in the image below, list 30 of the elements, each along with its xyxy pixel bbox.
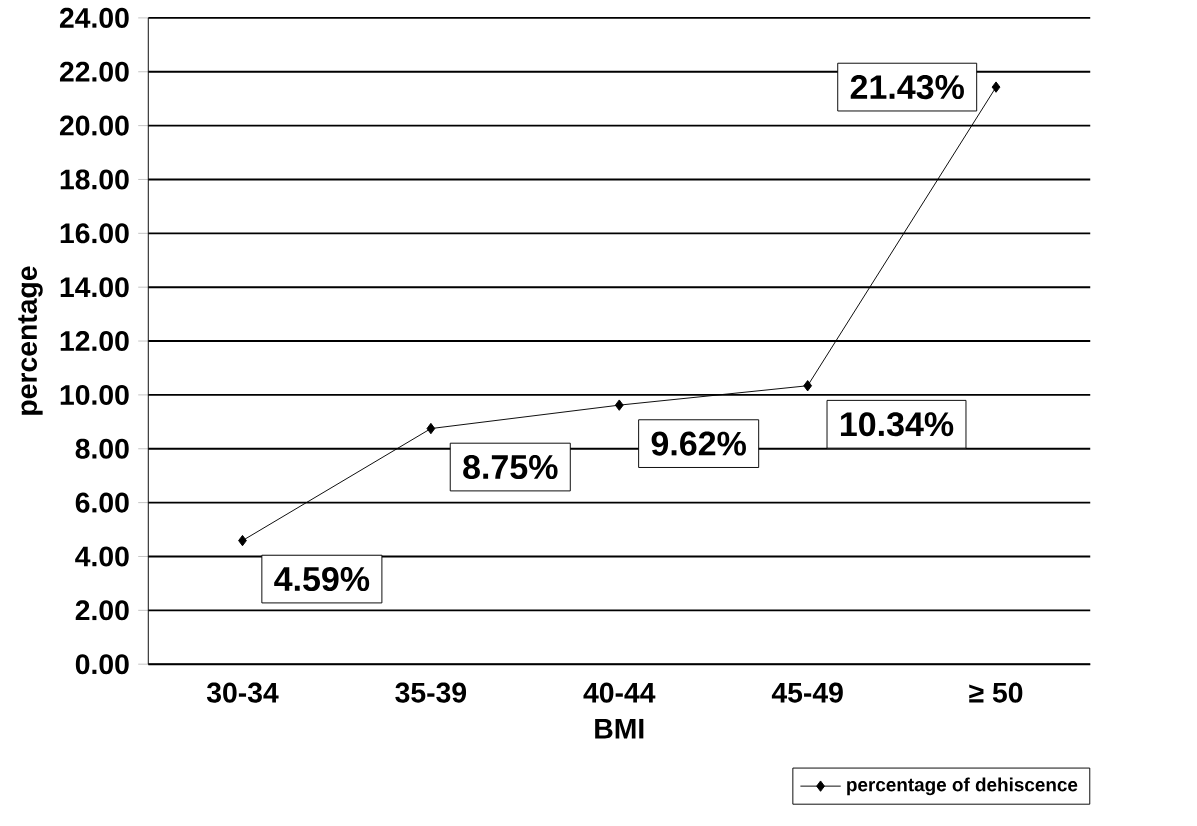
x-axis-title: BMI [595, 718, 644, 739]
x-tick-label: 30-34 [206, 682, 279, 703]
y-tick-label: 18.00 [60, 169, 129, 190]
x-tick-label: 40-44 [583, 682, 656, 703]
data-label: 9.62% [651, 431, 746, 456]
y-tick-label: 14.00 [60, 277, 129, 298]
x-tick-label: ≥ 50 [969, 682, 1023, 703]
point [614, 399, 624, 411]
point [991, 81, 1001, 93]
y-tick-label: 4.00 [75, 546, 129, 567]
point [426, 422, 436, 435]
point [803, 380, 813, 392]
y-tick-label: 20.00 [59, 115, 129, 136]
y-tick-label: 0.00 [75, 654, 129, 675]
data-label: 8.75% [463, 455, 558, 480]
y-tick-label: 8.00 [75, 438, 129, 459]
y-tick-label: 24.00 [59, 7, 129, 28]
y-tick-label: 16.00 [60, 223, 129, 244]
x-tick-label: 35-39 [395, 682, 467, 703]
y-axis-title: percentage [18, 266, 43, 415]
y-tick-label: 6.00 [75, 492, 129, 513]
y-tick-label: 2.00 [75, 600, 129, 621]
y-tick-label: 10.00 [60, 384, 129, 405]
data-label: 10.34% [840, 412, 954, 437]
data-label: 21.43% [850, 75, 964, 100]
y-tick-label: 12.00 [60, 331, 129, 352]
data-label: 4.59% [274, 567, 370, 592]
y-tick-label: 22.00 [59, 61, 129, 82]
x-tick-label: 45-49 [771, 682, 843, 703]
legend-label: percentage of dehiscence [847, 777, 1078, 796]
